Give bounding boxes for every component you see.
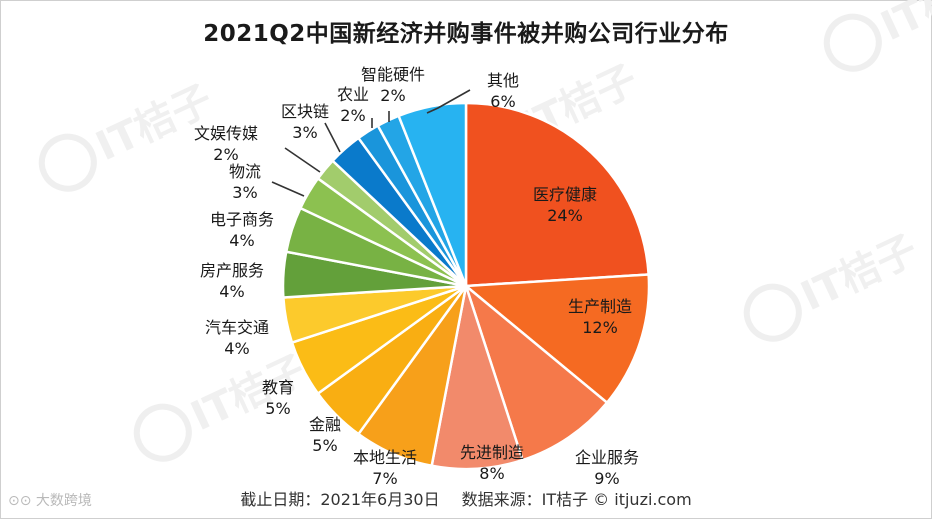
slice-value-label: 2% — [380, 86, 405, 105]
slice-value-label: 5% — [312, 436, 337, 455]
slice-label: 先进制造 — [460, 443, 524, 462]
slice-value-label: 2% — [213, 145, 238, 164]
leader-line — [324, 122, 341, 153]
pie-slice — [464, 101, 650, 288]
slice-label: 物流 — [229, 162, 261, 181]
pie-slice — [397, 101, 468, 287]
slice-value-label: 3% — [292, 123, 317, 142]
slice-label: 房产服务 — [200, 261, 264, 280]
slice-label: 教育 — [262, 378, 294, 397]
slice-label: 金融 — [309, 415, 341, 434]
slice-label: 汽车交通 — [205, 318, 269, 337]
watermark-mark: IT桔子 — [823, 0, 932, 72]
slice-value-label: 4% — [229, 231, 254, 250]
slice-value-label: 6% — [490, 92, 515, 111]
slice-label: 农业 — [337, 85, 369, 104]
slice-label: 医疗健康 — [533, 185, 597, 204]
chart-title: 2021Q2中国新经济并购事件被并购公司行业分布 — [203, 21, 729, 47]
leader-line — [426, 89, 471, 114]
slice-label: 其他 — [487, 71, 519, 90]
footer: 截止日期：2021年6月30日 数据来源：IT桔子 © itjuzi.com — [0, 486, 932, 510]
slice-value-label: 8% — [479, 464, 504, 483]
watermark-mark: IT桔子 — [743, 227, 924, 342]
slice-value-label: 7% — [372, 469, 397, 488]
footer-source: 数据来源：IT桔子 © itjuzi.com — [461, 490, 692, 509]
brand-text: 大数跨境 — [35, 493, 92, 509]
slice-value-label: 4% — [224, 339, 249, 358]
slice-label: 本地生活 — [353, 448, 417, 467]
slice-label: 区块链 — [281, 102, 329, 121]
slice-label: 文娱传媒 — [194, 124, 258, 143]
slice-label: 企业服务 — [575, 448, 639, 467]
slice-layer — [281, 101, 651, 471]
label-layer: 医疗健康 24% 生产制造 12% 企业服务 9% 先进制造 8% 本地生活 7% 金融 5% 教育 5%… — [194, 65, 639, 488]
slice-value-label: 3% — [232, 183, 257, 202]
slice-value-label: 9% — [594, 469, 619, 488]
leader-layer — [271, 89, 471, 197]
watermark-text: IT桔子 — [184, 347, 314, 440]
slice-value-label: 4% — [219, 282, 244, 301]
slice-value-label: 12% — [582, 318, 618, 337]
slice-value-label: 5% — [265, 399, 290, 418]
leader-line — [284, 147, 321, 173]
pie-slice — [463, 282, 609, 462]
pie-slice — [430, 285, 525, 471]
slice-value-label: 24% — [547, 206, 583, 225]
slice-label: 智能硬件 — [361, 65, 425, 84]
slice-label: 生产制造 — [568, 297, 632, 316]
footer-date: 截止日期：2021年6月30日 — [240, 490, 440, 509]
slice-value-label: 2% — [340, 106, 365, 125]
brand-icon: ⊙⊙ — [8, 493, 32, 509]
slice-label: 电子商务 — [210, 210, 274, 229]
watermark-text: IT桔子 — [794, 227, 924, 320]
watermark-mark: IT桔子 — [38, 77, 219, 192]
leader-line — [271, 181, 305, 197]
brand-watermark: ⊙⊙ 大数跨境 — [8, 490, 92, 510]
pie-slice — [462, 273, 651, 405]
